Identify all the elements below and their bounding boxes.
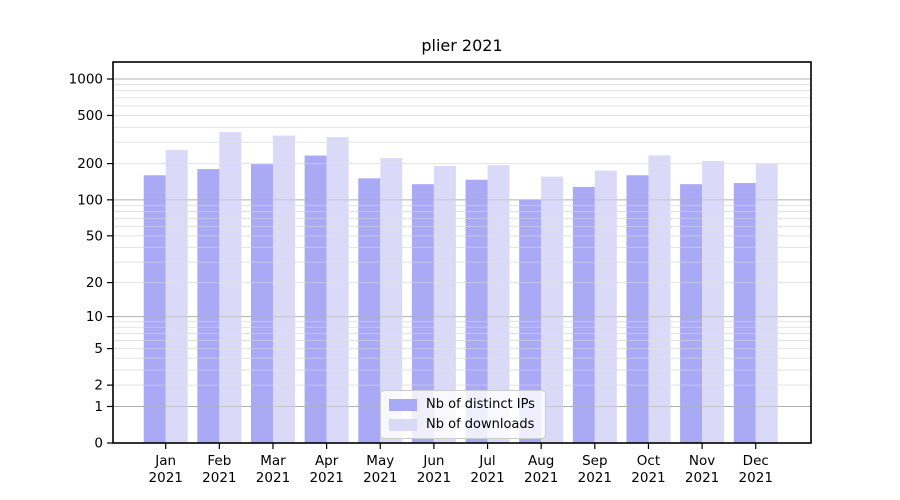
x-tick-label-year: 2021 bbox=[202, 470, 236, 486]
legend-label-distinct-ips: Nb of distinct IPs bbox=[426, 397, 535, 412]
x-tick-label-month: Aug bbox=[528, 453, 554, 469]
bar-downloads bbox=[219, 132, 242, 443]
axes: 01251020501002005001000Jan2021Feb2021Mar… bbox=[69, 72, 773, 487]
y-tick-label: 5 bbox=[94, 341, 103, 357]
x-tick-label-month: Apr bbox=[315, 453, 339, 469]
bar-downloads bbox=[272, 135, 295, 443]
x-tick-label-year: 2021 bbox=[631, 470, 665, 486]
x-tick-label-month: Sep bbox=[582, 453, 607, 469]
x-tick-label-year: 2021 bbox=[417, 470, 451, 486]
plot-border bbox=[112, 61, 812, 444]
bar-distinct-ips bbox=[250, 164, 273, 443]
bar-downloads bbox=[487, 165, 510, 443]
y-tick-label: 200 bbox=[77, 156, 103, 172]
bar-distinct-ips bbox=[626, 175, 649, 443]
y-tick-label: 50 bbox=[86, 228, 103, 244]
x-tick-label-month: Jan bbox=[154, 453, 176, 469]
bar-distinct-ips bbox=[197, 169, 220, 443]
x-tick-label-year: 2021 bbox=[256, 470, 290, 486]
bar-downloads bbox=[702, 161, 725, 443]
bar-downloads bbox=[380, 158, 403, 443]
legend-item-distinct-ips: Nb of distinct IPs bbox=[389, 397, 535, 412]
y-tick-label: 1000 bbox=[69, 72, 103, 88]
bar-downloads bbox=[594, 170, 617, 444]
legend-item-downloads: Nb of downloads bbox=[389, 417, 535, 432]
y-tick-label: 20 bbox=[86, 275, 103, 291]
chart-title: plier 2021 bbox=[421, 36, 503, 55]
x-tick-label-year: 2021 bbox=[524, 470, 558, 486]
bar-distinct-ips bbox=[572, 186, 595, 444]
x-tick-label-month: Mar bbox=[260, 453, 286, 469]
legend: Nb of distinct IPs Nb of downloads bbox=[380, 390, 546, 439]
bar-downloads bbox=[541, 176, 564, 443]
y-tick-label: 100 bbox=[77, 192, 103, 208]
legend-swatch-distinct-ips bbox=[389, 398, 417, 411]
legend-swatch-downloads bbox=[389, 418, 417, 431]
x-tick-label-month: Nov bbox=[689, 453, 715, 469]
x-tick-label-year: 2021 bbox=[739, 470, 773, 486]
bar-distinct-ips bbox=[680, 184, 703, 443]
x-tick-label-month: May bbox=[366, 453, 394, 469]
bar-downloads bbox=[165, 150, 188, 443]
x-tick-label-month: Jun bbox=[422, 453, 444, 469]
x-tick-label-month: Feb bbox=[207, 453, 231, 469]
bar-distinct-ips bbox=[304, 155, 327, 444]
x-tick-label-month: Jul bbox=[478, 453, 495, 469]
bar-downloads bbox=[755, 164, 778, 443]
bar-distinct-ips bbox=[143, 175, 166, 443]
bar-distinct-ips bbox=[358, 178, 381, 444]
x-tick-label-year: 2021 bbox=[149, 470, 183, 486]
x-tick-label-year: 2021 bbox=[309, 470, 343, 486]
bar-downloads bbox=[326, 137, 349, 443]
bar-downloads bbox=[648, 155, 671, 443]
x-tick-label-year: 2021 bbox=[470, 470, 504, 486]
y-tick-label: 2 bbox=[94, 378, 103, 394]
bars bbox=[143, 132, 778, 444]
x-tick-label-year: 2021 bbox=[578, 470, 612, 486]
x-tick-label-year: 2021 bbox=[685, 470, 719, 486]
bar-downloads bbox=[433, 165, 456, 444]
x-tick-label-month: Dec bbox=[743, 453, 769, 469]
bar-distinct-ips bbox=[733, 183, 756, 443]
bar-distinct-ips bbox=[411, 184, 434, 443]
y-tick-label: 10 bbox=[86, 309, 103, 325]
x-tick-label-year: 2021 bbox=[363, 470, 397, 486]
legend-label-downloads: Nb of downloads bbox=[426, 417, 535, 432]
bar-distinct-ips bbox=[465, 179, 488, 443]
y-tick-label: 1 bbox=[94, 399, 103, 415]
y-tick-label: 0 bbox=[94, 436, 103, 452]
y-tick-label: 500 bbox=[77, 108, 103, 124]
x-tick-label-month: Oct bbox=[637, 453, 660, 469]
